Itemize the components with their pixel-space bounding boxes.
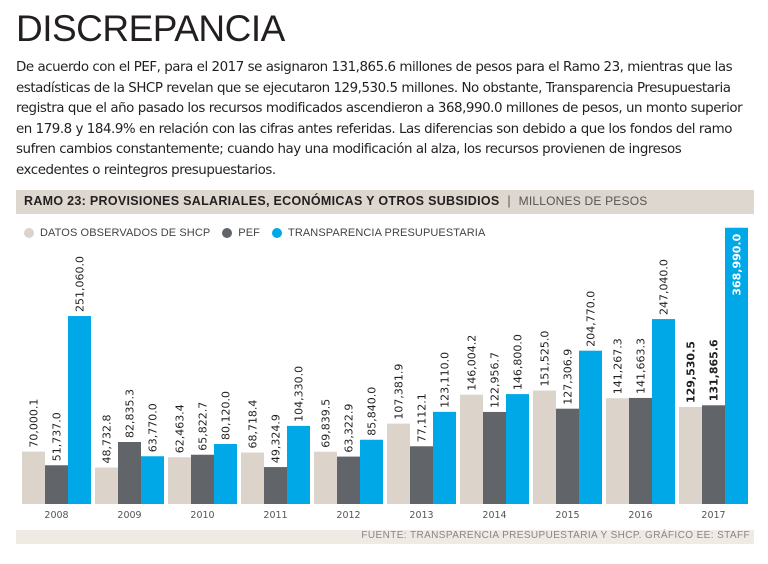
value-label-pef-2011: 49,324.9 [270, 414, 283, 463]
value-label-transparencia-2017: 368,990.0 [731, 233, 744, 295]
legend-label-pef: PEF [238, 227, 260, 239]
chart-legend: DATOS OBSERVADOS DE SHCP PEF TRANSPARENC… [24, 227, 497, 239]
value-label-pef-2015: 127,306.9 [562, 349, 575, 405]
bar-transparencia-2008 [68, 316, 91, 504]
x-tick-label-2015: 2015 [555, 510, 579, 521]
value-label-transparencia-2010: 80,120.0 [220, 391, 233, 440]
value-label-pef-2010: 65,822.7 [197, 402, 210, 451]
value-label-shcp-2017: 129,530.5 [685, 341, 698, 403]
bar-pef-2016 [629, 397, 652, 504]
value-label-pef-2012: 63,322.9 [343, 404, 356, 453]
bar-transparencia-2010 [214, 444, 237, 504]
bar-pef-2009 [118, 441, 141, 504]
legend-swatch-shcp [24, 228, 34, 238]
bar-shcp-2016 [606, 398, 629, 504]
legend-item-transparencia: TRANSPARENCIA PRESUPUESTARIA [272, 227, 485, 239]
bar-pef-2011 [264, 467, 287, 504]
bar-pef-2008 [45, 465, 68, 504]
bar-transparencia-2016 [652, 319, 675, 504]
bar-transparencia-2013 [433, 411, 456, 504]
bar-transparencia-2017 [725, 227, 748, 504]
intro-paragraph: De acuerdo con el PEF, para el 2017 se a… [16, 60, 743, 178]
chart-container: 70,000.1 51,737.0 251,060.0 2008 48,732.8 82,… [16, 190, 754, 544]
legend-label-shcp: DATOS OBSERVADOS DE SHCP [40, 227, 211, 239]
value-label-shcp-2008: 70,000.1 [28, 399, 41, 448]
value-label-pef-2008: 51,737.0 [51, 412, 64, 461]
bar-transparencia-2012 [360, 439, 383, 504]
x-tick-label-2017: 2017 [701, 510, 725, 521]
value-label-pef-2016: 141,663.3 [635, 338, 648, 394]
value-label-shcp-2010: 62,463.4 [174, 404, 187, 453]
x-tick-label-2013: 2013 [409, 510, 433, 521]
bar-transparencia-2011 [287, 425, 310, 504]
value-label-shcp-2011: 68,718.4 [247, 400, 260, 449]
value-label-pef-2009: 82,835.3 [124, 389, 137, 438]
value-label-transparencia-2016: 247,040.0 [658, 259, 671, 315]
bar-transparencia-2015 [579, 350, 602, 504]
value-label-shcp-2016: 141,267.3 [612, 338, 625, 394]
bar-shcp-2014 [460, 394, 483, 504]
value-label-shcp-2015: 151,525.0 [539, 331, 552, 387]
chart-title: RAMO 23: PROVISIONES SALARIALES, ECONÓMI… [24, 194, 500, 208]
source-bar: FUENTE: TRANSPARENCIA PRESUPUESTARIA Y S… [16, 530, 754, 544]
bar-pef-2014 [483, 411, 506, 504]
source-note: FUENTE: TRANSPARENCIA PRESUPUESTARIA Y S… [361, 530, 750, 541]
headline: DISCREPANCIA [16, 8, 285, 49]
bar-transparencia-2009 [141, 456, 164, 504]
legend-label-transparencia: TRANSPARENCIA PRESUPUESTARIA [288, 227, 486, 239]
bar-shcp-2010 [168, 457, 191, 504]
chart-title-line: RAMO 23: PROVISIONES SALARIALES, ECONÓMI… [24, 194, 647, 208]
bar-chart: 70,000.1 51,737.0 251,060.0 2008 48,732.8 82,… [22, 227, 748, 521]
value-label-pef-2014: 122,956.7 [489, 352, 502, 408]
value-label-transparencia-2008: 251,060.0 [74, 256, 87, 312]
chart-title-separator: | [507, 194, 511, 208]
value-label-transparencia-2013: 123,110.0 [439, 352, 452, 408]
bar-shcp-2008 [22, 451, 45, 504]
x-tick-label-2009: 2009 [117, 510, 141, 521]
bar-shcp-2013 [387, 423, 410, 504]
bar-pef-2015 [556, 408, 579, 504]
bar-shcp-2017 [679, 407, 702, 504]
legend-item-shcp: DATOS OBSERVADOS DE SHCP [24, 227, 210, 239]
value-label-pef-2013: 77,112.1 [416, 393, 429, 442]
bar-shcp-2012 [314, 451, 337, 504]
value-label-transparencia-2011: 104,330.0 [293, 366, 306, 422]
bar-pef-2017 [702, 405, 725, 504]
legend-item-pef: PEF [222, 227, 260, 239]
bar-pef-2013 [410, 446, 433, 504]
chart-subtitle: MILLONES DE PESOS [518, 194, 648, 208]
x-tick-label-2012: 2012 [336, 510, 360, 521]
value-label-shcp-2014: 146,004.2 [466, 335, 479, 391]
value-label-shcp-2012: 69,839.5 [320, 399, 333, 448]
x-tick-label-2008: 2008 [44, 510, 68, 521]
value-label-shcp-2009: 48,732.8 [101, 415, 114, 464]
bar-transparencia-2014 [506, 394, 529, 504]
value-label-shcp-2013: 107,381.9 [393, 364, 406, 420]
x-tick-label-2014: 2014 [482, 510, 506, 521]
x-tick-label-2010: 2010 [190, 510, 214, 521]
bar-shcp-2011 [241, 452, 264, 504]
value-label-pef-2017: 131,865.6 [708, 339, 721, 401]
legend-swatch-pef [222, 228, 233, 238]
legend-swatch-transparencia [272, 228, 282, 238]
bar-shcp-2015 [533, 390, 556, 504]
bar-shcp-2009 [95, 467, 118, 504]
value-label-transparencia-2015: 204,770.0 [585, 291, 598, 347]
x-tick-label-2016: 2016 [628, 510, 652, 521]
value-label-transparencia-2009: 63,770.0 [147, 403, 160, 452]
bar-pef-2012 [337, 456, 360, 504]
x-tick-label-2011: 2011 [263, 510, 287, 521]
value-label-transparencia-2012: 85,840.0 [366, 387, 379, 436]
value-label-transparencia-2014: 146,800.0 [512, 334, 525, 390]
bar-pef-2010 [191, 454, 214, 504]
chart-header: RAMO 23: PROVISIONES SALARIALES, ECONÓMI… [16, 190, 754, 214]
